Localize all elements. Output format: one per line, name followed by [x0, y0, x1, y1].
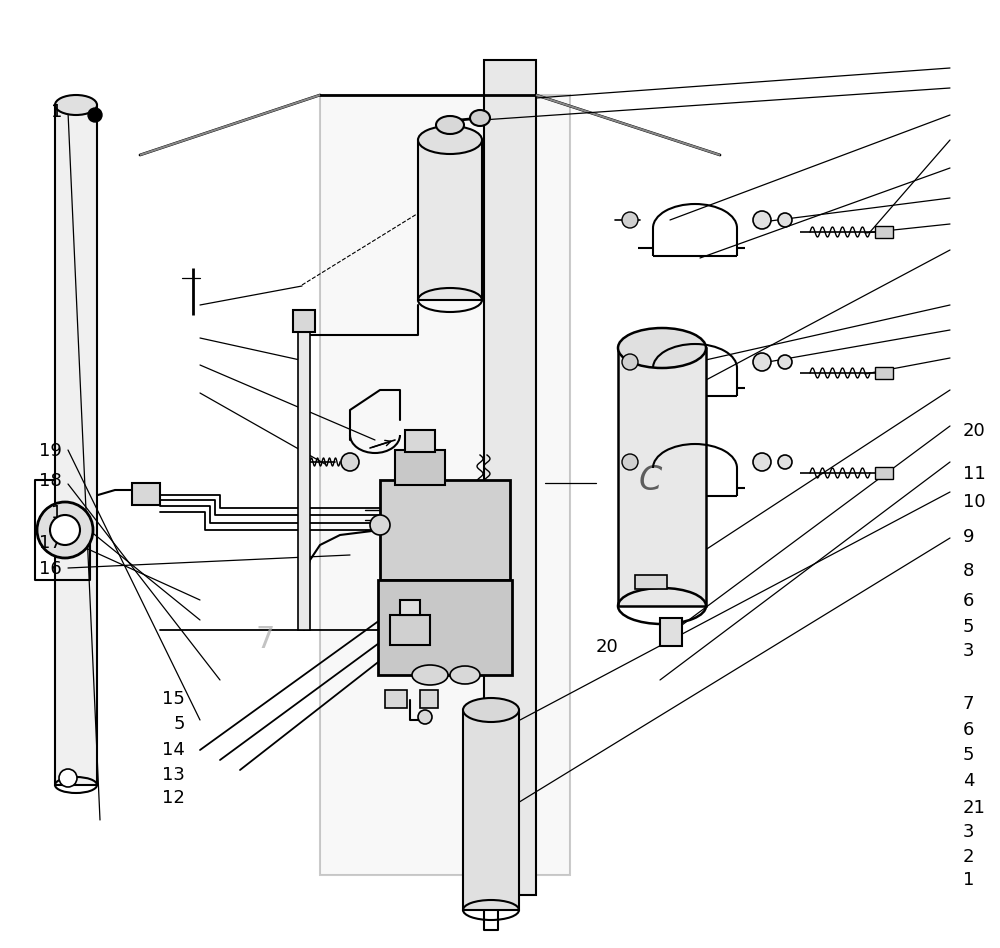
Bar — [405, 430, 435, 452]
Circle shape — [341, 453, 359, 471]
Text: 5: 5 — [963, 618, 974, 635]
Text: 20: 20 — [963, 423, 986, 440]
Text: C: C — [638, 464, 662, 497]
Text: 1: 1 — [963, 871, 974, 888]
Text: 3: 3 — [963, 824, 974, 841]
Text: 6: 6 — [963, 592, 974, 610]
Circle shape — [778, 455, 792, 469]
Text: 15: 15 — [162, 690, 185, 707]
Text: 5: 5 — [174, 716, 185, 733]
Text: 18: 18 — [39, 472, 62, 489]
Circle shape — [59, 769, 77, 787]
Circle shape — [753, 453, 771, 471]
Bar — [618, 348, 706, 606]
Ellipse shape — [470, 110, 490, 126]
Text: 7: 7 — [963, 696, 974, 713]
Text: 17: 17 — [39, 535, 62, 552]
Text: 8: 8 — [963, 562, 974, 579]
Text: 7: 7 — [255, 626, 275, 654]
Text: 10: 10 — [963, 494, 986, 511]
Bar — [320, 95, 570, 875]
Bar — [132, 483, 160, 505]
Text: 12: 12 — [162, 790, 185, 807]
Circle shape — [622, 354, 638, 370]
Bar — [293, 310, 315, 332]
Circle shape — [753, 211, 771, 229]
Bar — [378, 580, 512, 675]
Bar — [875, 226, 893, 238]
Ellipse shape — [436, 116, 464, 134]
Text: 1: 1 — [51, 103, 62, 120]
Text: 11: 11 — [963, 465, 986, 483]
Bar — [660, 618, 682, 646]
Circle shape — [370, 515, 390, 535]
Text: 16: 16 — [39, 560, 62, 577]
Ellipse shape — [55, 95, 97, 115]
Text: 3: 3 — [963, 643, 974, 660]
Bar — [420, 690, 438, 708]
Text: 21: 21 — [963, 799, 986, 816]
Ellipse shape — [450, 666, 480, 684]
Bar — [635, 575, 667, 589]
Ellipse shape — [418, 126, 482, 154]
Bar — [380, 480, 510, 580]
Circle shape — [622, 454, 638, 470]
Circle shape — [778, 355, 792, 369]
Circle shape — [753, 353, 771, 371]
Ellipse shape — [463, 698, 519, 722]
Circle shape — [50, 515, 80, 545]
Text: 2: 2 — [963, 848, 974, 866]
Bar — [463, 710, 519, 910]
Circle shape — [37, 502, 93, 558]
Text: 19: 19 — [39, 443, 62, 460]
Circle shape — [418, 710, 432, 724]
Circle shape — [778, 213, 792, 227]
Bar — [875, 367, 893, 379]
Bar — [484, 60, 536, 895]
Bar — [385, 690, 407, 708]
Bar — [298, 320, 310, 630]
Bar — [390, 615, 430, 645]
Text: 5: 5 — [963, 746, 974, 763]
Ellipse shape — [412, 665, 448, 685]
Text: 9: 9 — [963, 528, 974, 545]
Text: 20: 20 — [596, 639, 619, 656]
Text: 1: 1 — [51, 504, 62, 521]
Circle shape — [88, 108, 102, 122]
Bar — [400, 600, 420, 615]
Circle shape — [622, 212, 638, 228]
Text: 4: 4 — [963, 773, 974, 790]
Text: 14: 14 — [162, 741, 185, 758]
Ellipse shape — [618, 328, 706, 368]
Text: 6: 6 — [963, 721, 974, 738]
Text: 13: 13 — [162, 767, 185, 784]
Bar — [395, 450, 445, 485]
Bar — [418, 140, 482, 300]
Bar — [875, 467, 893, 479]
Bar — [55, 105, 97, 785]
